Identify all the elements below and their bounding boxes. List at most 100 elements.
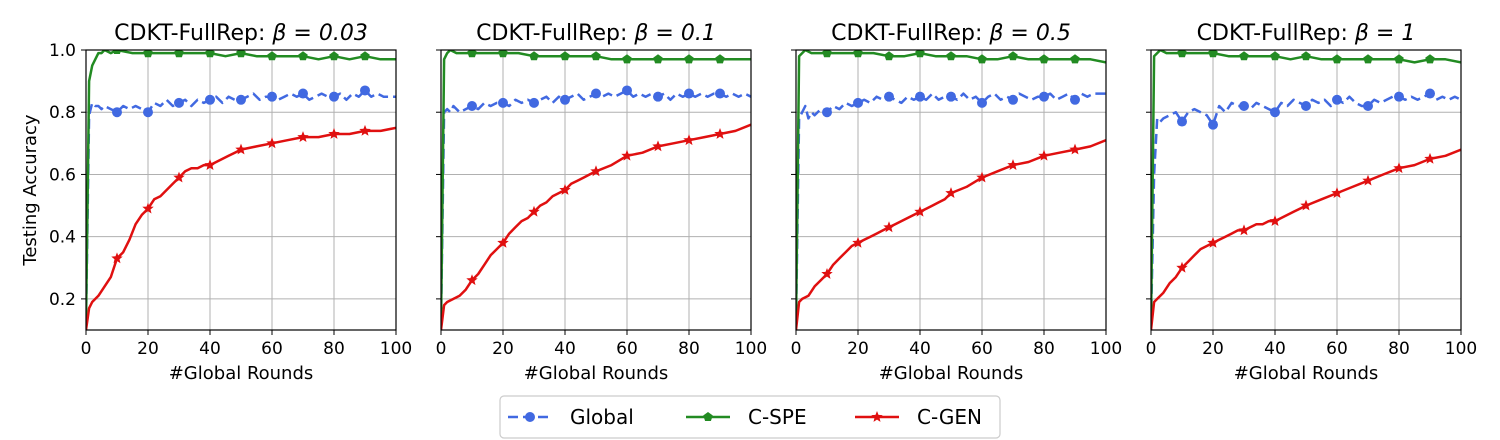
plot-area	[1151, 50, 1461, 330]
data-point-c-spe	[143, 50, 153, 58]
data-point-global	[1239, 101, 1249, 111]
data-point-global	[1301, 101, 1311, 111]
x-tick-label: 100	[1090, 339, 1122, 359]
x-tick-label: 100	[1445, 339, 1477, 359]
data-point-c-spe	[498, 50, 508, 58]
legend-label-c-gen: C-GEN	[917, 405, 982, 429]
legend-label-global: Global	[570, 405, 634, 429]
data-point-global	[622, 85, 632, 96]
x-axis-label: #Global Rounds	[169, 363, 314, 384]
panel-title-beta: β = 0.1	[633, 21, 715, 46]
data-point-global	[1008, 94, 1018, 105]
data-point-c-gen	[142, 202, 154, 214]
data-point-c-spe	[205, 50, 215, 58]
y-tick-label: 0.8	[49, 103, 76, 123]
data-point-global	[1177, 116, 1187, 127]
y-tick-label: 1.0	[49, 41, 76, 61]
data-point-c-gen	[590, 165, 602, 177]
data-point-c-gen	[173, 171, 185, 183]
x-tick-label: 0	[791, 339, 802, 359]
data-point-c-gen	[111, 252, 123, 264]
data-point-global	[298, 88, 308, 99]
data-point-global	[529, 97, 539, 108]
data-point-global	[653, 91, 663, 102]
series-line-c-gen	[796, 139, 1106, 330]
data-point-c-spe	[1177, 50, 1187, 58]
data-point-c-spe	[529, 51, 539, 61]
x-axis-label: #Global Rounds	[524, 363, 669, 384]
data-point-global	[267, 91, 277, 102]
data-point-c-spe	[1039, 54, 1049, 64]
y-tick-label: 0.6	[49, 165, 76, 185]
data-point-c-gen	[204, 159, 216, 170]
data-point-c-spe	[715, 54, 725, 64]
data-point-global	[977, 97, 987, 108]
series-line-c-spe	[86, 50, 396, 324]
series-line-c-spe	[1151, 50, 1461, 324]
data-point-c-spe	[236, 50, 246, 58]
data-point-c-gen	[914, 205, 926, 217]
x-tick-label: 60	[616, 339, 638, 359]
panel-2: 0 20 40 60 80 100 CDKT-FullRep: β = 0.1 #Global…	[436, 21, 768, 384]
data-point-global	[174, 97, 184, 108]
data-point-c-gen	[821, 268, 833, 279]
series-line-c-gen	[1151, 148, 1461, 330]
x-tick-label: 80	[678, 339, 700, 359]
data-point-global	[467, 101, 477, 111]
data-point-c-gen	[852, 236, 864, 248]
data-point-c-spe	[653, 54, 663, 64]
data-point-c-spe	[112, 50, 122, 54]
data-point-global	[1270, 107, 1280, 118]
legend-marker-c-spe	[703, 412, 713, 421]
x-tick-label: 100	[735, 339, 767, 359]
x-tick-label: 80	[323, 339, 345, 359]
data-point-global	[715, 88, 725, 99]
data-point-c-gen	[559, 184, 571, 195]
data-point-c-spe	[467, 50, 477, 58]
data-point-c-gen	[466, 274, 478, 286]
x-tick-label: 0	[1146, 339, 1157, 359]
data-point-c-spe	[1070, 54, 1080, 64]
data-point-c-gen	[1207, 236, 1219, 248]
data-point-c-spe	[1208, 50, 1218, 58]
series-line-global	[441, 89, 751, 324]
data-point-c-gen	[359, 124, 371, 136]
x-tick-label: 60	[261, 339, 283, 359]
data-point-c-gen	[1069, 143, 1081, 155]
data-point-c-gen	[652, 140, 664, 152]
data-point-c-gen	[235, 143, 247, 155]
panel-title: CDKT-FullRep: β = 0.03	[114, 21, 368, 46]
data-point-c-spe	[1239, 51, 1249, 61]
data-point-c-spe	[853, 50, 863, 58]
axes-frame	[440, 49, 752, 331]
data-point-global	[1070, 94, 1080, 105]
data-point-c-spe	[946, 51, 956, 61]
panel-title-prefix: CDKT-FullRep:	[1197, 21, 1355, 46]
data-point-global	[1039, 91, 1049, 102]
data-point-c-gen	[497, 236, 509, 248]
panel-title-beta: β = 0.03	[271, 21, 367, 46]
x-axis-label: #Global Rounds	[879, 363, 1024, 384]
plot-area	[796, 50, 1106, 330]
data-point-c-spe	[684, 54, 694, 64]
data-point-global	[884, 91, 894, 102]
plot-area	[441, 50, 751, 330]
panel-title-beta: β = 1	[1354, 21, 1415, 46]
data-point-global	[498, 97, 508, 108]
data-point-c-spe	[267, 51, 277, 61]
data-point-c-gen	[714, 128, 726, 139]
data-point-global	[112, 107, 122, 118]
x-tick-label: 60	[971, 339, 993, 359]
axes-frame	[85, 49, 397, 331]
data-point-c-gen	[883, 221, 895, 233]
data-point-c-gen	[1424, 152, 1436, 164]
panel-title: CDKT-FullRep: β = 0.5	[831, 21, 1071, 46]
data-point-c-spe	[915, 50, 925, 58]
panel-title-beta: β = 0.5	[988, 21, 1070, 46]
x-axis-label: #Global Rounds	[1234, 363, 1379, 384]
panel-title: CDKT-FullRep: β = 1	[1197, 21, 1416, 46]
data-point-c-spe	[1008, 51, 1018, 61]
data-point-c-gen	[1331, 187, 1343, 198]
data-point-c-gen	[1300, 199, 1312, 211]
data-point-c-gen	[1362, 174, 1374, 186]
